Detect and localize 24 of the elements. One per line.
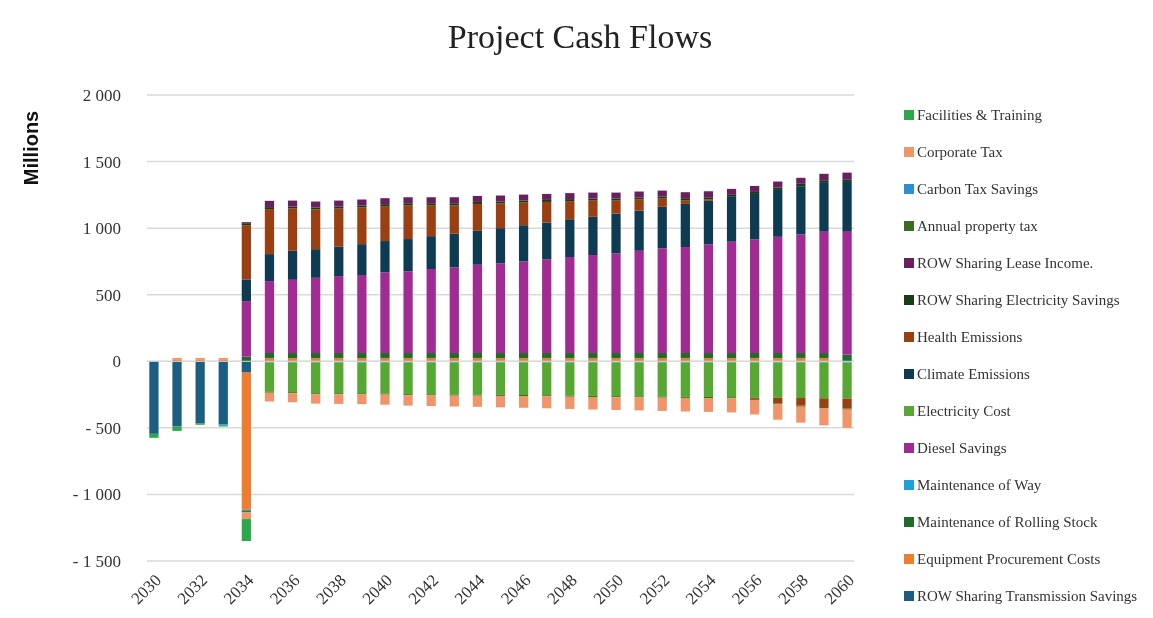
legend-label: Electricity Cost: [917, 403, 1012, 420]
y-tick-label: 2 000: [82, 85, 121, 105]
chart-title: Project Cash Flows: [447, 18, 713, 55]
legend-label: ROW Sharing Transmission Savings: [917, 588, 1138, 605]
legend-label: Corporate Tax: [917, 144, 1004, 161]
y-tick-label: 500: [95, 285, 121, 305]
legend-label: Facilities & Training: [917, 107, 1043, 124]
legend-label: ROW Sharing Lease Income.: [917, 255, 1094, 272]
legend-label: ROW Sharing Electricity Savings: [917, 292, 1120, 309]
y-axis-title: Millions: [20, 110, 42, 186]
legend-label: Carbon Tax Savings: [917, 181, 1039, 198]
legend-label: Health Emissions: [917, 329, 1023, 346]
legend-label: Annual property tax: [917, 218, 1039, 235]
legend-label: Equipment Procurement Costs: [917, 551, 1101, 568]
legend-label: Maintenance of Rolling Stock: [917, 514, 1098, 531]
legend-label: Climate Emissions: [917, 366, 1031, 383]
y-tick-label: - 1 500: [72, 551, 121, 571]
y-tick-label: 1 000: [82, 219, 121, 239]
y-tick-label: 0: [112, 352, 121, 372]
legend-label: Diesel Savings: [917, 440, 1007, 457]
y-tick-label: - 1 000: [72, 485, 121, 505]
y-tick-label: 1 500: [82, 152, 121, 172]
y-tick-label: - 500: [85, 418, 121, 438]
legend-label: Maintenance of Way: [917, 477, 1042, 494]
